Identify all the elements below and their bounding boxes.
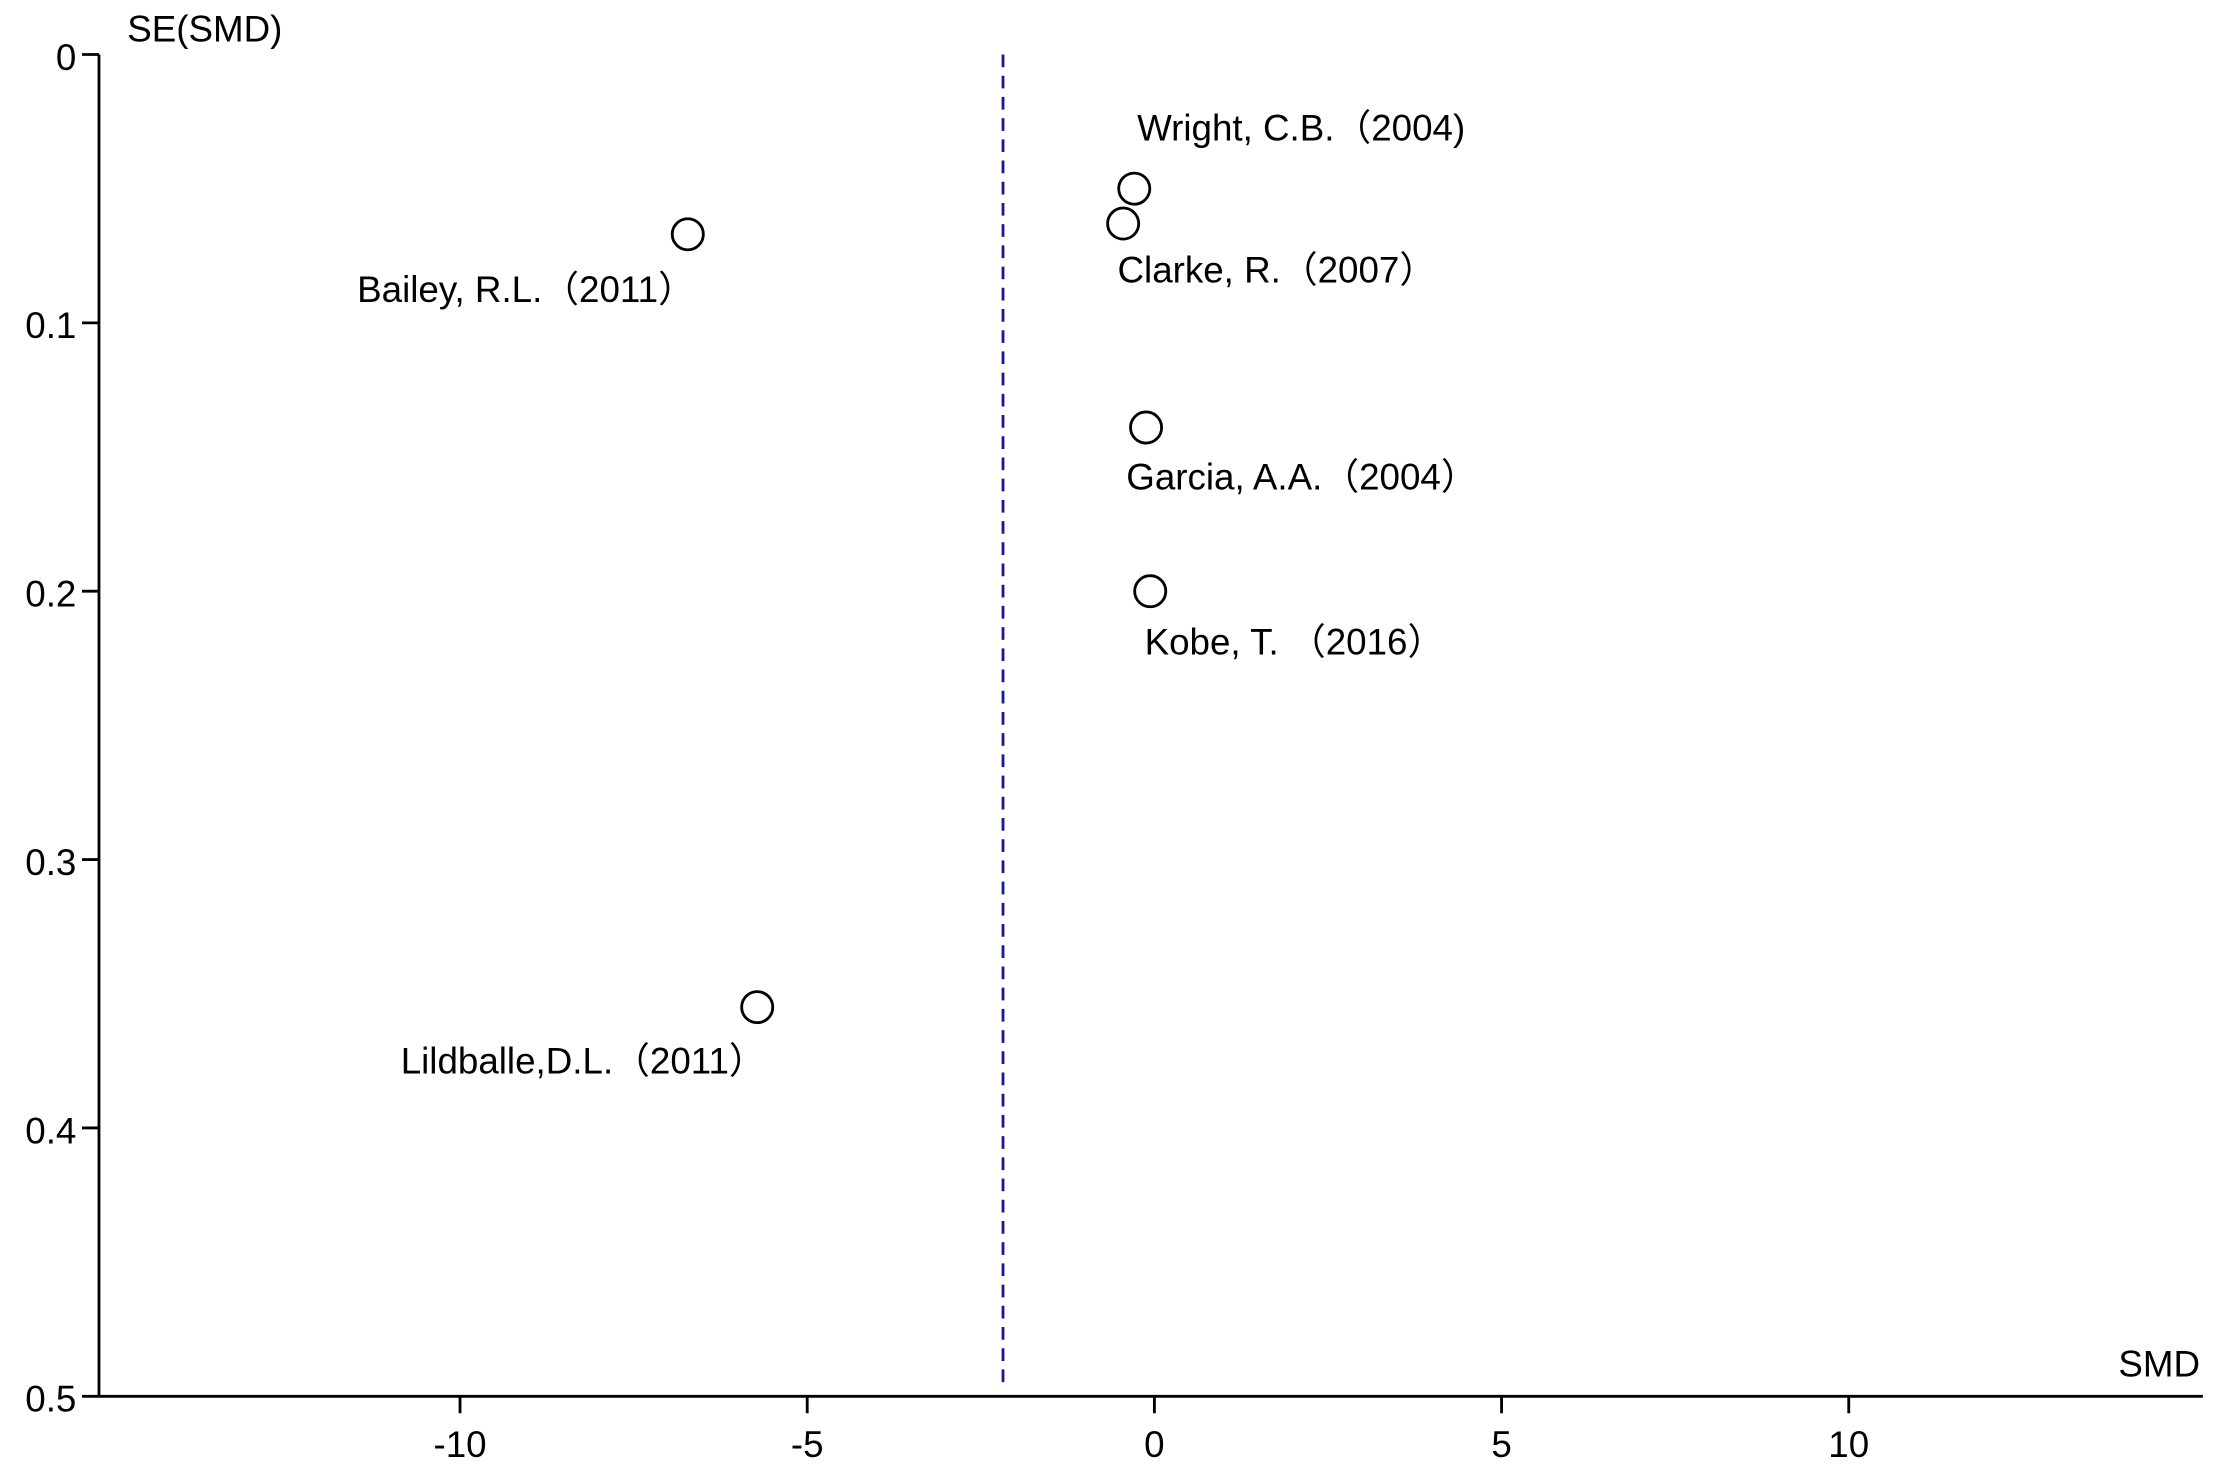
point-label: Kobe, T. （2016） <box>1145 622 1445 663</box>
data-point <box>1133 574 1168 609</box>
data-point <box>670 217 705 252</box>
y-tick-label: 0.2 <box>25 574 76 615</box>
y-tick-label: 0.4 <box>25 1110 76 1151</box>
x-axis-title: SMD <box>2118 1343 2200 1384</box>
y-tick-label: 0.5 <box>25 1379 76 1420</box>
point-label: Lildballe,D.L.（2011） <box>401 1040 766 1081</box>
y-tick-label: 0 <box>56 37 76 78</box>
data-point <box>1117 171 1152 206</box>
data-point <box>1129 410 1164 445</box>
point-label: Wright, C.B.（2004) <box>1137 107 1465 148</box>
y-tick-label: 0.3 <box>25 842 76 883</box>
point-label: Clarke, R.（2007） <box>1117 250 1436 291</box>
x-tick-label: 0 <box>1144 1424 1164 1465</box>
point-label: Bailey, R.L.（2011） <box>357 269 695 310</box>
x-tick-label: 10 <box>1828 1424 1869 1465</box>
y-axis-title: SE(SMD) <box>127 9 282 50</box>
x-tick-label: -10 <box>433 1424 486 1465</box>
data-point <box>740 990 775 1025</box>
x-tick-label: 5 <box>1491 1424 1511 1465</box>
y-tick-label: 0.1 <box>25 305 76 346</box>
data-point <box>1106 206 1141 241</box>
x-tick-label: -5 <box>791 1424 824 1465</box>
point-label: Garcia, A.A.（2004） <box>1126 457 1477 498</box>
